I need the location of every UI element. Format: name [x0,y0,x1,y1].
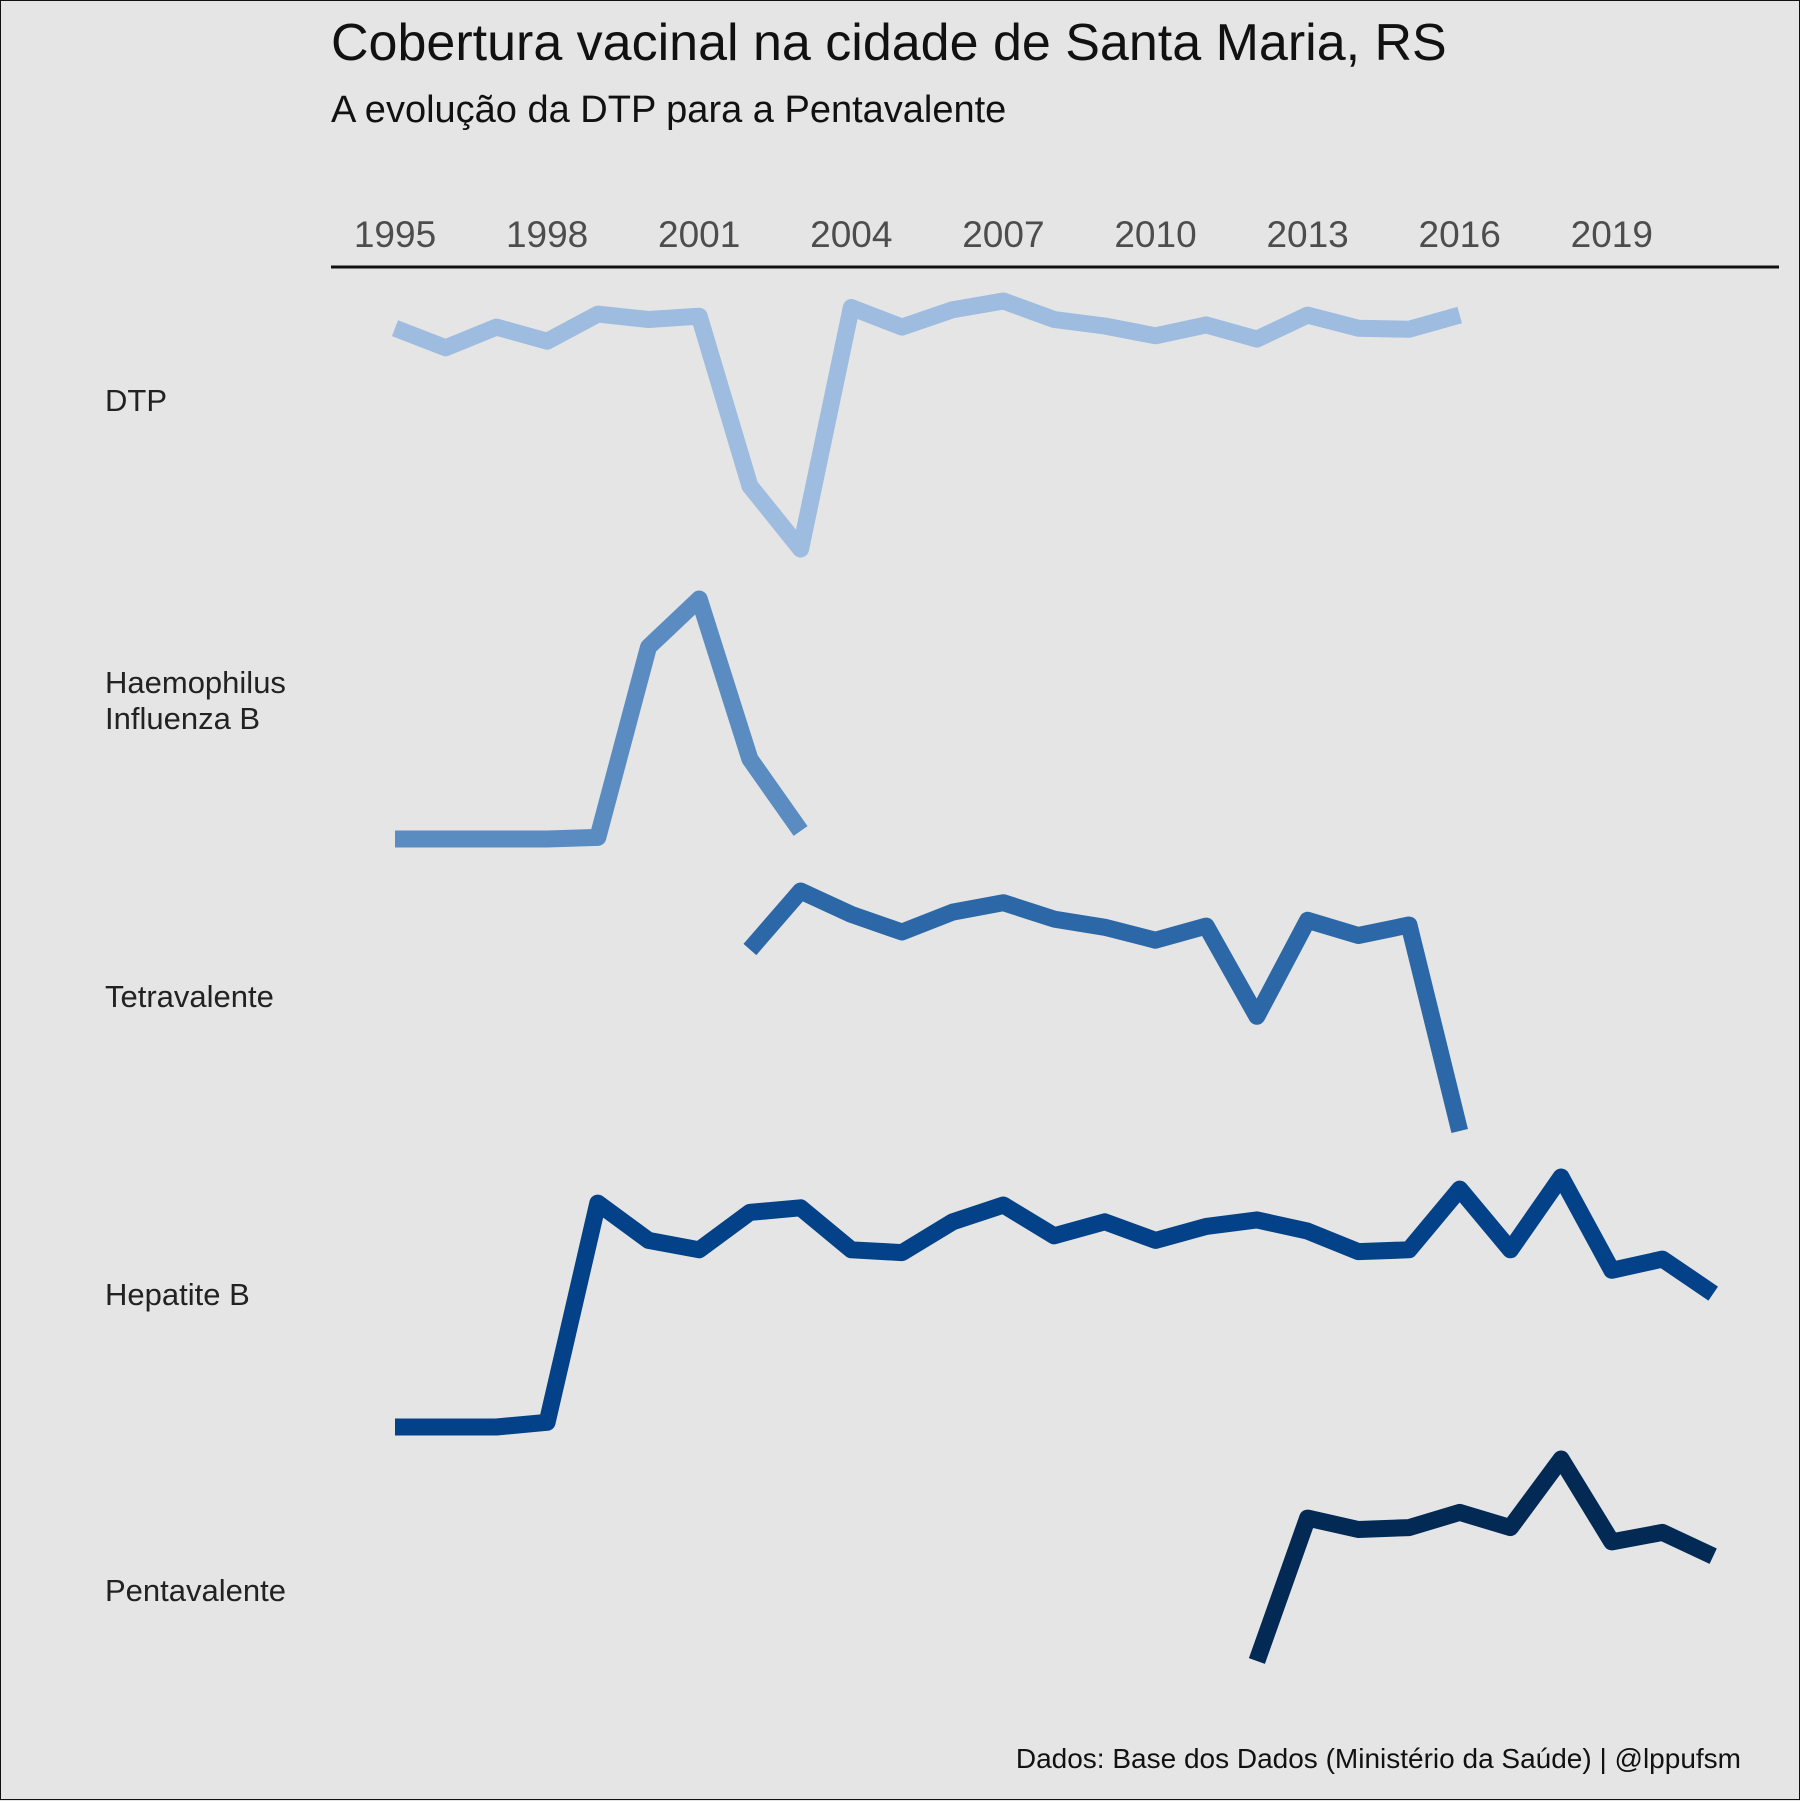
chart-title: Cobertura vacinal na cidade de Santa Mar… [331,14,1447,72]
series-label-line: Influenza B [105,701,261,736]
series-line-hepatite-b [395,1168,1718,1436]
series-lines [391,292,1718,1664]
x-tick-label: 1995 [354,214,436,255]
series-line-haemophilus-influenza-b [395,590,808,848]
series-label-line: Hepatite B [105,1277,250,1312]
x-tick-label: 2016 [1419,214,1501,255]
x-tick-label: 2001 [658,214,740,255]
x-tick-label: 2004 [810,214,892,255]
x-tick-label: 2013 [1266,214,1348,255]
series-line-dtp [391,292,1462,558]
series-label-line: Pentavalente [105,1573,286,1608]
series-label: Hepatite B [105,1277,325,1313]
series-label-line: Haemophilus [105,665,286,700]
source-caption: Dados: Base dos Dados (Ministério da Saú… [1015,1743,1741,1774]
series-label-line: DTP [105,383,167,418]
series-label: Tetravalente [105,979,325,1015]
x-tick-label: 2019 [1571,214,1653,255]
series-label: Haemophilus Influenza B [105,665,325,737]
series-line-tetravalente [743,882,1468,1134]
series-label: Pentavalente [105,1573,325,1609]
x-tick-label: 1998 [506,214,588,255]
x-tick-label: 2010 [1114,214,1196,255]
series-line-pentavalente [1248,1450,1717,1664]
x-tick-label: 2007 [962,214,1044,255]
series-label: DTP [105,383,325,419]
series-label-line: Tetravalente [105,979,274,1014]
chart-subtitle: A evolução da DTP para a Pentavalente [331,89,1007,131]
x-axis: 1995 1998 2001 2004 2007 2010 2013 2016 2019 [331,214,1779,269]
